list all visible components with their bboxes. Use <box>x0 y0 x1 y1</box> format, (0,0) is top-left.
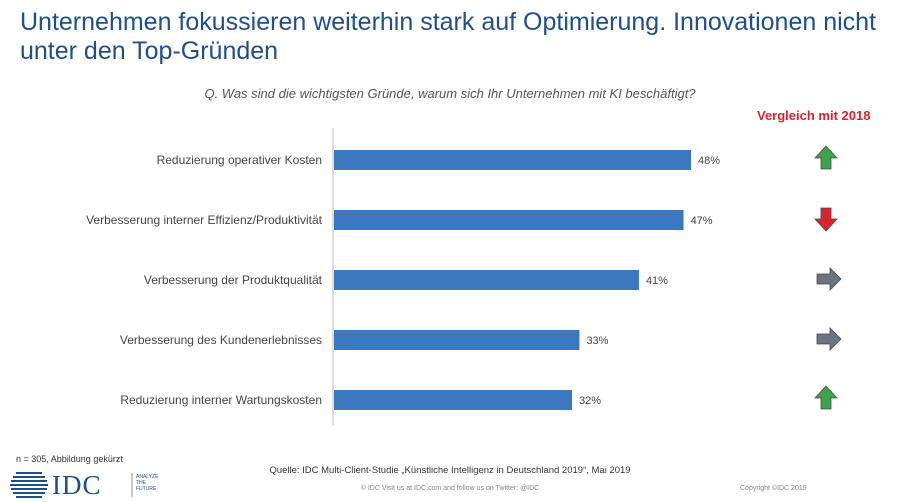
arrow-right-icon <box>816 267 842 291</box>
idc-logo-icon <box>10 472 133 498</box>
bar <box>334 330 580 350</box>
source-note: Quelle: IDC Multi-Client-Studie „Künstli… <box>269 465 631 476</box>
sample-note: n = 305, Abbildung gekürzt <box>16 454 123 464</box>
page-title: Unternehmen fokussieren weiterhin stark … <box>20 8 877 65</box>
data-label: 33% <box>586 335 608 347</box>
logo-tagline: ANALYZE THE FUTURE <box>136 474 159 492</box>
bar <box>334 150 691 170</box>
category-label: Reduzierung interner Wartungskosten <box>120 393 322 407</box>
arrow-up-icon <box>814 385 838 410</box>
arrow-up-icon <box>814 145 838 170</box>
data-label: 32% <box>579 395 601 407</box>
comparison-title: Vergleich mit 2018 <box>757 108 871 123</box>
visit-note: © IDC Visit us at IDC.com and follow us … <box>360 485 540 492</box>
bar <box>334 210 684 230</box>
data-label: 47% <box>691 215 713 227</box>
bar <box>334 390 572 410</box>
logo-text: IDC <box>52 470 102 500</box>
category-label: Verbesserung des Kundenerlebnisses <box>120 333 322 347</box>
arrow-down-icon <box>814 207 838 232</box>
bar <box>334 270 639 290</box>
category-label: Verbesserung der Produktqualität <box>144 273 323 287</box>
data-label: 48% <box>698 155 720 167</box>
category-label: Reduzierung operativer Kosten <box>157 153 322 167</box>
survey-question: Q. Was sind die wichtigsten Gründe, waru… <box>204 86 696 101</box>
copyright-note: Copyright ©IDC 2019 <box>740 485 807 492</box>
arrow-right-icon <box>816 327 842 351</box>
category-label: Verbesserung interner Effizienz/Produkti… <box>86 213 323 227</box>
data-label: 41% <box>646 275 668 287</box>
